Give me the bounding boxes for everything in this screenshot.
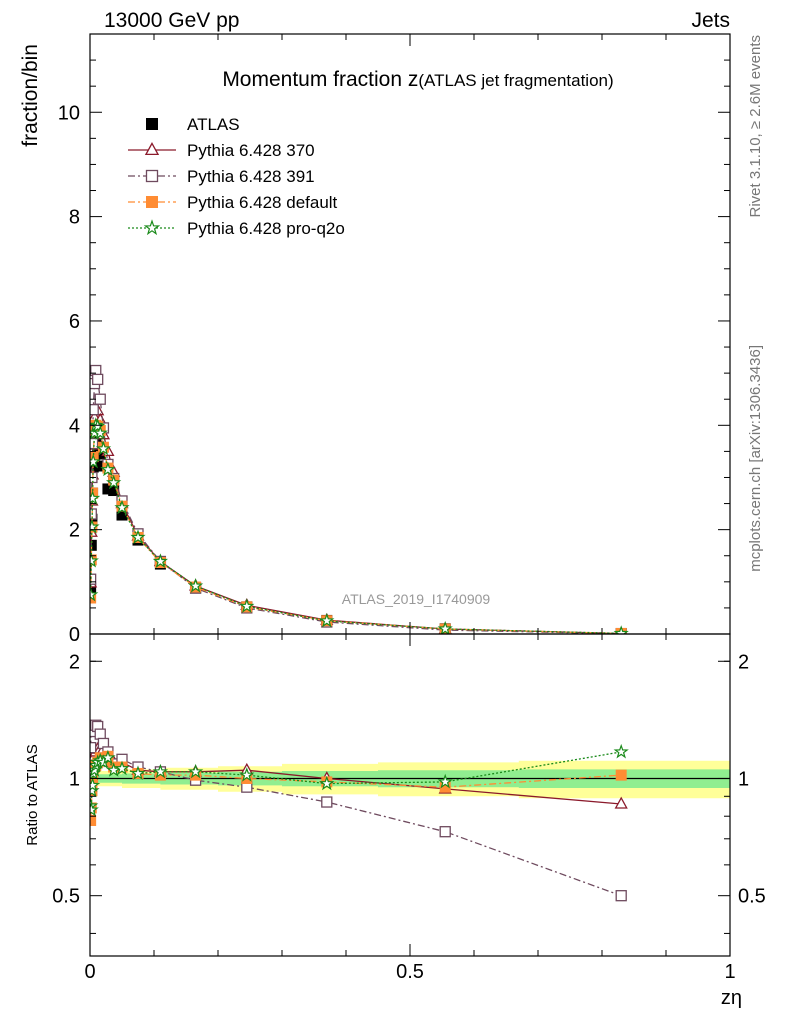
main-point-pq2o bbox=[130, 529, 146, 544]
ratio-point-p391 bbox=[439, 826, 451, 838]
ratio-point-p391 bbox=[321, 796, 333, 808]
ratio-point-pdefault bbox=[90, 814, 97, 826]
legend-label-pq2o: Pythia 6.428 pro-q2o bbox=[187, 219, 345, 238]
ratio-point-p391 bbox=[615, 890, 627, 902]
legend-marker-pdefault bbox=[146, 196, 158, 208]
main-point-pq2o bbox=[100, 461, 116, 477]
ratio-y-tick-label: 0.5 bbox=[52, 886, 80, 908]
ratio-y-tick-label: 2 bbox=[69, 651, 80, 673]
legend-label-pdefault: Pythia 6.428 default bbox=[187, 193, 338, 212]
ratio-point-pq2o bbox=[319, 775, 335, 791]
legend-marker-pq2o bbox=[143, 219, 161, 236]
ratio-point-pq2o bbox=[187, 763, 204, 779]
main-y-tick-label: 10 bbox=[58, 102, 80, 124]
ratio-point-pq2o bbox=[437, 773, 453, 789]
ratio-point-pq2o bbox=[613, 743, 629, 759]
ratio-point-pq2o bbox=[152, 763, 169, 779]
legend: ATLAS Pythia 6.428 370 Pythia 6.428 391 Pyt… bbox=[128, 115, 345, 238]
main-point-pq2o bbox=[105, 474, 122, 490]
y-axis-label: fraction/bin bbox=[19, 44, 42, 147]
main-point-pq2o bbox=[437, 620, 453, 634]
main-y-tick-label: 6 bbox=[69, 311, 80, 333]
main-line-pq2o bbox=[90, 424, 622, 634]
main-point-p391 bbox=[90, 437, 99, 450]
ratio-point-pq2o bbox=[239, 767, 255, 782]
ratio-y-tick-label: 0.5 bbox=[738, 886, 766, 908]
header-right: Jets bbox=[691, 9, 730, 32]
ratio-point-pdefault bbox=[615, 769, 627, 781]
main-point-pq2o bbox=[90, 490, 101, 505]
watermark: ATLAS_2019_I1740909 bbox=[342, 591, 491, 607]
ratio-line-p391 bbox=[90, 724, 622, 897]
mcplots-label: mcplots.cern.ch [arXiv:1306.3436] bbox=[747, 345, 764, 572]
ratio-point-pq2o bbox=[90, 777, 101, 792]
main-point-pq2o bbox=[239, 598, 255, 613]
main-point-pq2o bbox=[319, 612, 335, 628]
main-point-pq2o bbox=[95, 440, 112, 456]
main-point-p391 bbox=[94, 393, 106, 405]
x-tick-label: 0.5 bbox=[396, 961, 424, 983]
ratio-y-tick-label: 1 bbox=[738, 768, 749, 790]
ratio-point-p370 bbox=[614, 796, 628, 809]
main-point-pq2o bbox=[90, 552, 99, 568]
main-series bbox=[90, 364, 629, 634]
ratio-point-pq2o bbox=[100, 749, 116, 765]
main-point-p391 bbox=[92, 373, 104, 386]
main-point-pq2o bbox=[613, 625, 629, 634]
main-title: Momentum fraction z(ATLAS jet fragmentat… bbox=[222, 68, 613, 91]
ratio-y-tick-label: 2 bbox=[738, 651, 749, 673]
main-y-tick-label: 2 bbox=[69, 520, 80, 542]
axes: 0 2 4 6 8 10 0.5 0.5 1 1 2 2 0 0.5 1 bbox=[52, 33, 766, 983]
ratio-line-pdefault bbox=[90, 755, 622, 821]
legend-label-p370: Pythia 6.428 370 bbox=[187, 141, 315, 160]
rivet-label: Rivet 3.1.10, ≥ 2.6M events bbox=[747, 35, 764, 218]
main-point-pq2o bbox=[114, 499, 130, 515]
x-axis-label: zη bbox=[721, 987, 742, 1009]
ratio-band bbox=[90, 759, 730, 801]
ratio-y-tick-label: 1 bbox=[69, 768, 80, 790]
main-point-p391 bbox=[90, 404, 99, 416]
ratio-point-pq2o bbox=[90, 801, 99, 817]
legend-marker-atlas bbox=[146, 118, 158, 130]
main-title-text: Momentum fraction z bbox=[222, 68, 418, 91]
main-title-suffix: (ATLAS jet fragmentation) bbox=[418, 71, 613, 90]
ratio-point-p391 bbox=[90, 741, 97, 754]
main-point-pq2o bbox=[152, 553, 169, 568]
ratio-series bbox=[90, 719, 629, 902]
legend-label-p391: Pythia 6.428 391 bbox=[187, 167, 315, 186]
main-y-tick-label: 4 bbox=[69, 415, 80, 437]
header-left: 13000 GeV pp bbox=[104, 9, 239, 32]
main-point-pq2o bbox=[90, 453, 101, 469]
main-point-pq2o bbox=[187, 578, 204, 593]
legend-marker-p391 bbox=[145, 169, 159, 183]
ratio-line-pq2o bbox=[90, 751, 622, 811]
main-y-tick-label: 0 bbox=[69, 624, 80, 646]
ratio-point-p391 bbox=[94, 728, 106, 740]
x-tick-label: 1 bbox=[724, 961, 735, 983]
x-tick-label: 0 bbox=[84, 961, 95, 983]
main-y-tick-label: 8 bbox=[69, 207, 80, 229]
ratio-y-axis-label: Ratio to ATLAS bbox=[24, 744, 41, 845]
legend-label-atlas: ATLAS bbox=[187, 115, 240, 134]
legend-marker-p370 bbox=[144, 142, 160, 156]
ratio-point-pq2o bbox=[114, 760, 130, 776]
main-point-p391 bbox=[90, 508, 97, 520]
ratio-point-pq2o bbox=[130, 765, 146, 780]
main-frame bbox=[89, 33, 731, 635]
main-point-pq2o bbox=[92, 425, 108, 440]
